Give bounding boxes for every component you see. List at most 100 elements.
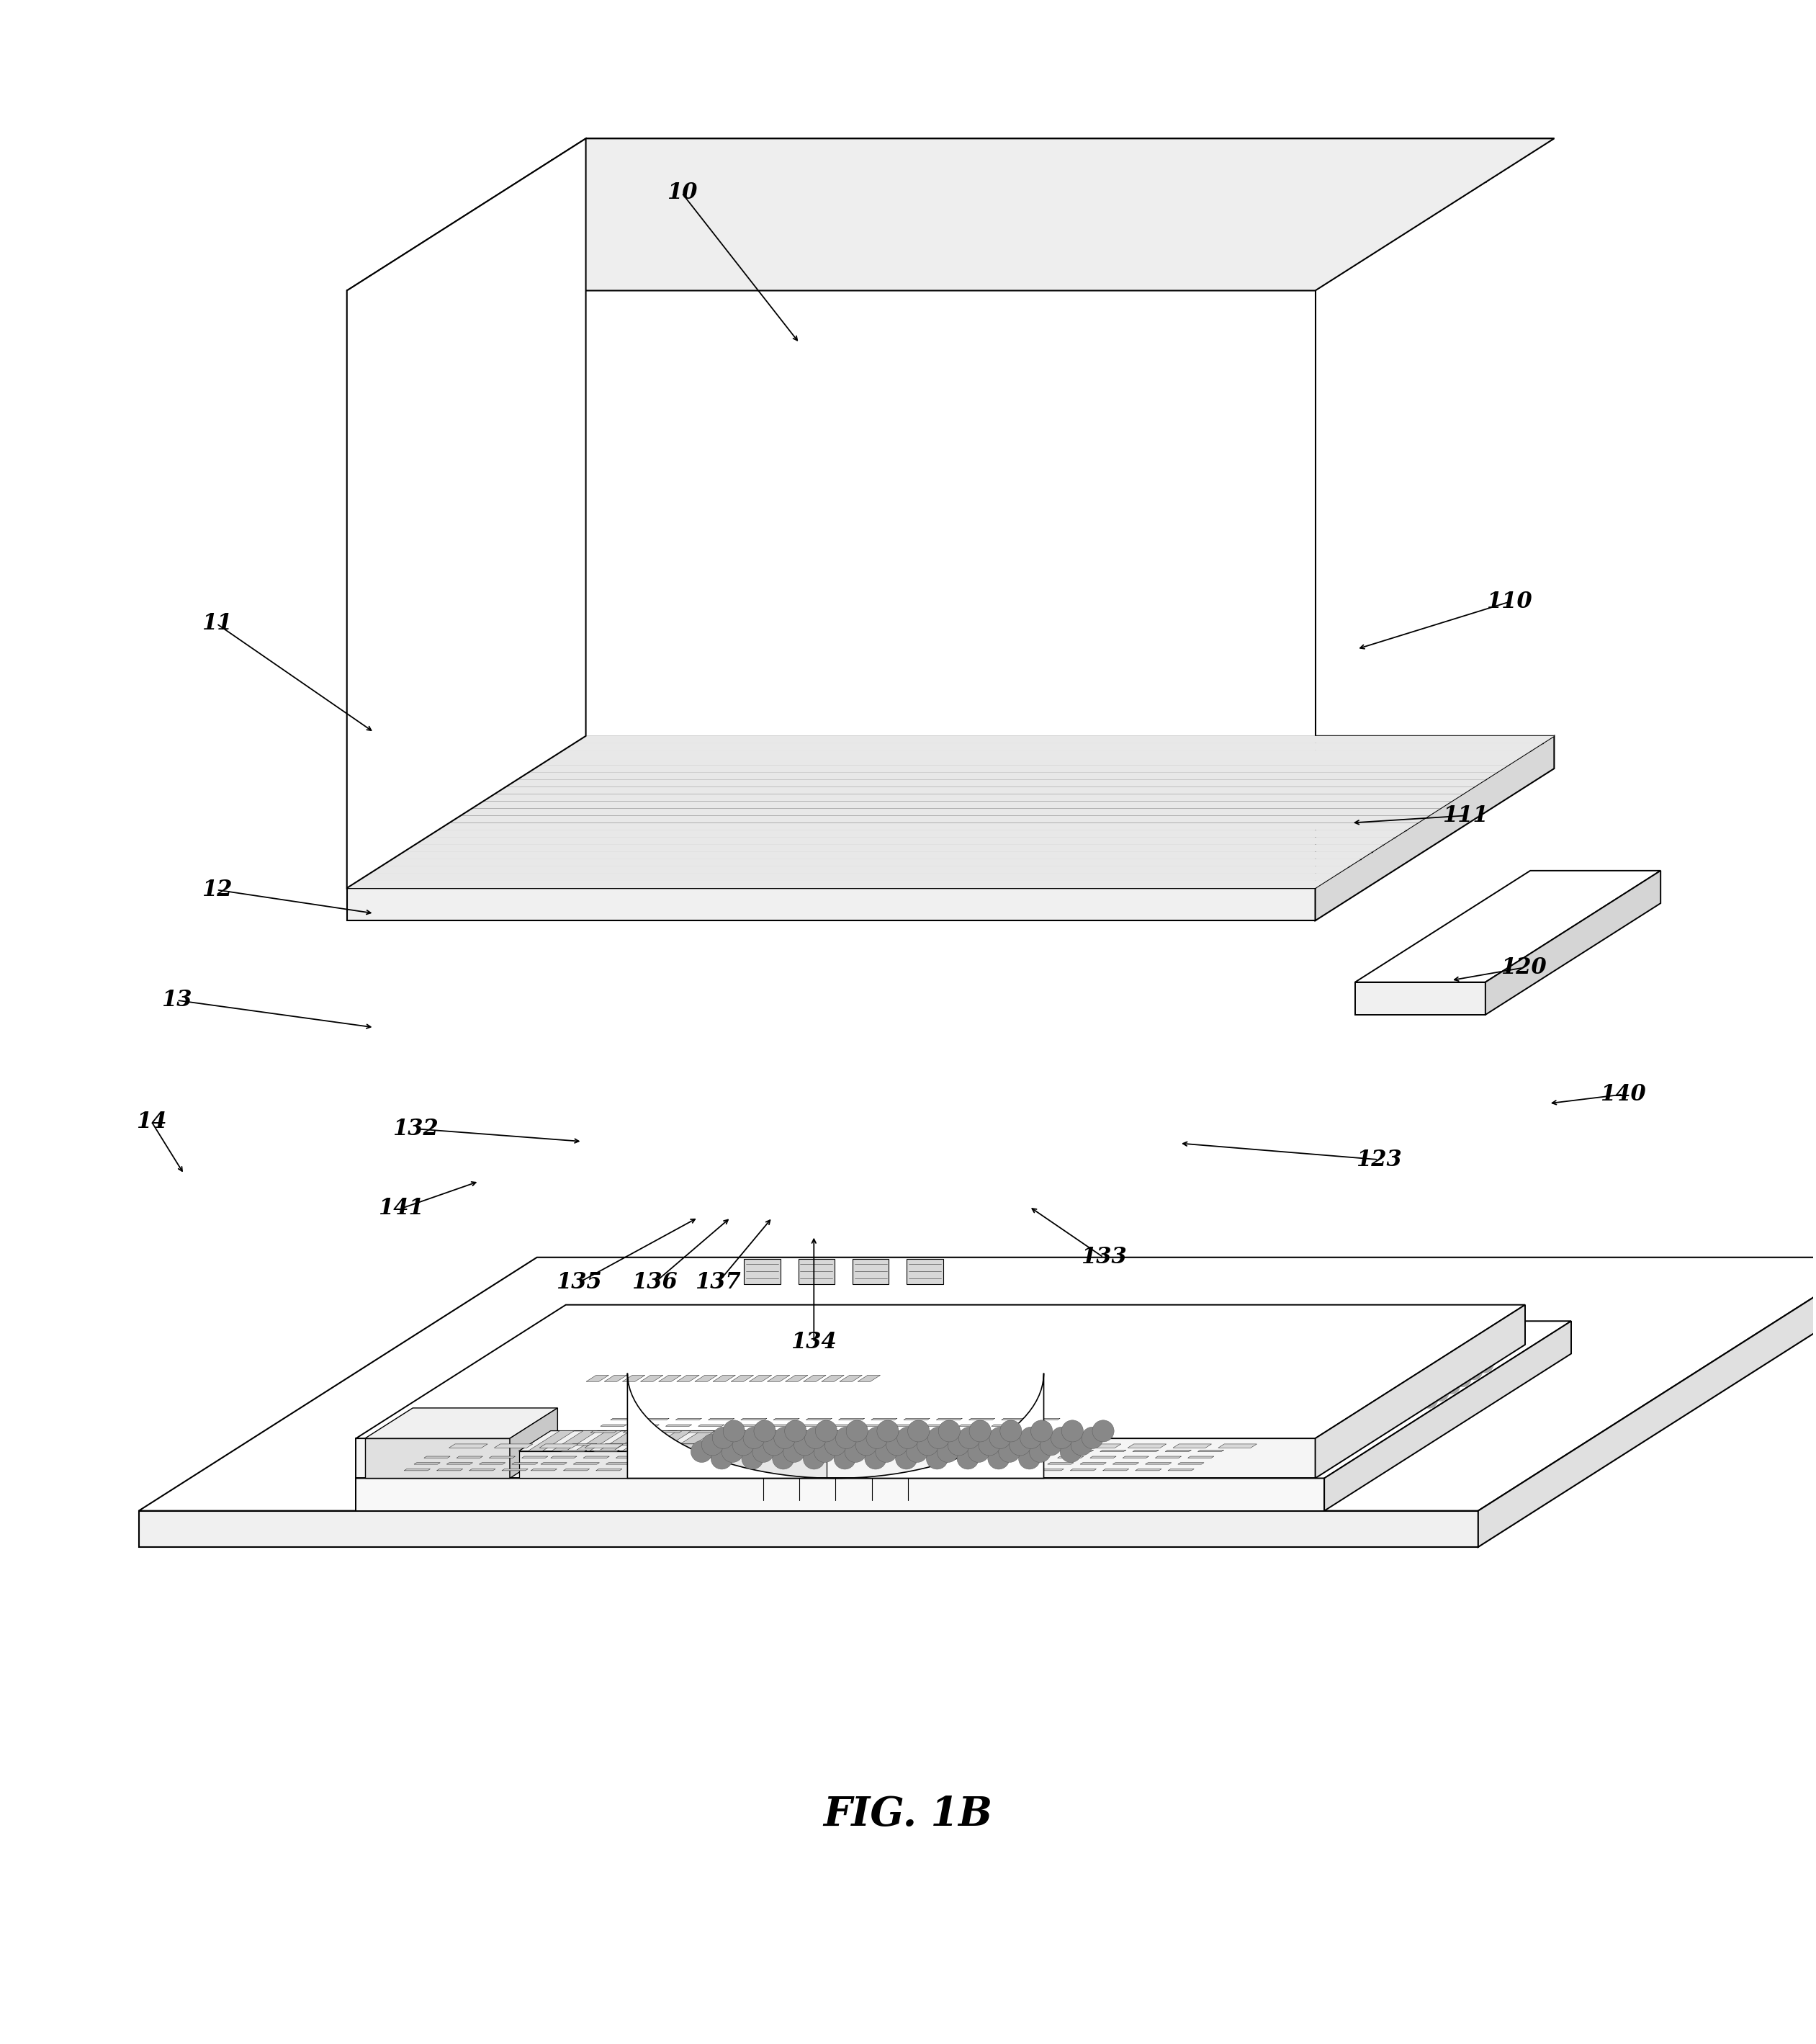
Polygon shape	[739, 1431, 786, 1451]
Polygon shape	[574, 139, 1554, 145]
Circle shape	[701, 1433, 723, 1455]
Polygon shape	[461, 807, 1440, 816]
Polygon shape	[1315, 736, 1554, 920]
Circle shape	[1164, 1341, 1182, 1359]
Polygon shape	[721, 1443, 759, 1447]
Circle shape	[837, 1390, 855, 1408]
Polygon shape	[528, 168, 1509, 174]
Circle shape	[754, 1421, 775, 1441]
Polygon shape	[528, 1431, 574, 1451]
Circle shape	[881, 1361, 899, 1380]
Circle shape	[1295, 1390, 1313, 1408]
Polygon shape	[857, 1376, 881, 1382]
Circle shape	[957, 1341, 975, 1359]
Circle shape	[795, 1390, 814, 1408]
Circle shape	[937, 1441, 959, 1461]
Circle shape	[1306, 1384, 1324, 1402]
Circle shape	[1464, 1361, 1482, 1380]
Circle shape	[1151, 1376, 1170, 1394]
Circle shape	[852, 1355, 870, 1374]
Polygon shape	[587, 1376, 608, 1382]
Polygon shape	[356, 1351, 1496, 1478]
Circle shape	[1059, 1355, 1077, 1374]
Polygon shape	[518, 174, 1496, 182]
Circle shape	[988, 1447, 1010, 1470]
Circle shape	[962, 1390, 981, 1408]
Text: 10: 10	[666, 182, 697, 204]
Circle shape	[1173, 1361, 1191, 1380]
Circle shape	[743, 1427, 765, 1449]
Circle shape	[1435, 1355, 1453, 1374]
Circle shape	[1248, 1341, 1266, 1359]
Circle shape	[979, 1327, 997, 1345]
Text: 136: 136	[632, 1271, 677, 1294]
Circle shape	[1070, 1347, 1088, 1365]
Polygon shape	[483, 793, 1464, 801]
Circle shape	[783, 1441, 804, 1461]
Text: 120: 120	[1500, 957, 1547, 979]
Text: 135: 135	[556, 1271, 601, 1294]
Polygon shape	[623, 1376, 645, 1382]
Circle shape	[901, 1376, 919, 1394]
Circle shape	[886, 1433, 908, 1455]
Text: 140: 140	[1600, 1083, 1645, 1106]
Circle shape	[834, 1447, 855, 1470]
Circle shape	[741, 1447, 763, 1470]
Circle shape	[763, 1433, 785, 1455]
Circle shape	[1237, 1347, 1255, 1365]
Circle shape	[1071, 1433, 1093, 1455]
Circle shape	[1426, 1333, 1444, 1351]
Circle shape	[772, 1447, 794, 1470]
Circle shape	[926, 1447, 948, 1470]
Circle shape	[1424, 1361, 1440, 1380]
Circle shape	[1111, 1347, 1130, 1365]
Circle shape	[757, 1361, 775, 1380]
Circle shape	[1110, 1376, 1128, 1394]
Circle shape	[937, 1327, 955, 1345]
Polygon shape	[365, 1439, 510, 1478]
Polygon shape	[347, 139, 1554, 290]
Polygon shape	[676, 1443, 714, 1447]
Circle shape	[1258, 1333, 1277, 1351]
Circle shape	[1001, 1421, 1022, 1441]
Polygon shape	[659, 1376, 681, 1382]
Circle shape	[921, 1390, 939, 1408]
Circle shape	[1051, 1333, 1070, 1351]
Polygon shape	[449, 1443, 487, 1447]
Polygon shape	[766, 1443, 804, 1447]
Circle shape	[1453, 1369, 1471, 1388]
Polygon shape	[461, 211, 1440, 219]
Circle shape	[908, 1421, 930, 1441]
Circle shape	[848, 1384, 866, 1402]
Polygon shape	[692, 1431, 739, 1451]
Circle shape	[1062, 1421, 1084, 1441]
Polygon shape	[138, 1257, 1816, 1511]
Circle shape	[1037, 1369, 1055, 1388]
Polygon shape	[901, 1443, 941, 1447]
Circle shape	[1030, 1347, 1048, 1365]
Circle shape	[1021, 1427, 1042, 1449]
Circle shape	[1140, 1384, 1159, 1402]
Circle shape	[723, 1421, 745, 1441]
Polygon shape	[438, 824, 1418, 830]
Circle shape	[904, 1347, 923, 1365]
Circle shape	[1442, 1376, 1460, 1394]
Polygon shape	[494, 190, 1475, 196]
Circle shape	[1362, 1347, 1380, 1365]
Circle shape	[912, 1369, 930, 1388]
Polygon shape	[370, 867, 1349, 873]
Polygon shape	[347, 881, 1327, 887]
Circle shape	[866, 1427, 888, 1449]
Circle shape	[915, 1341, 933, 1359]
Circle shape	[1378, 1390, 1397, 1408]
Polygon shape	[803, 1376, 826, 1382]
Circle shape	[1041, 1433, 1062, 1455]
Polygon shape	[356, 1304, 1525, 1439]
Polygon shape	[786, 1431, 834, 1451]
Circle shape	[1019, 1447, 1041, 1470]
Polygon shape	[381, 858, 1360, 867]
Circle shape	[1031, 1421, 1053, 1441]
Circle shape	[890, 1384, 908, 1402]
Circle shape	[754, 1390, 772, 1408]
Polygon shape	[449, 816, 1429, 824]
